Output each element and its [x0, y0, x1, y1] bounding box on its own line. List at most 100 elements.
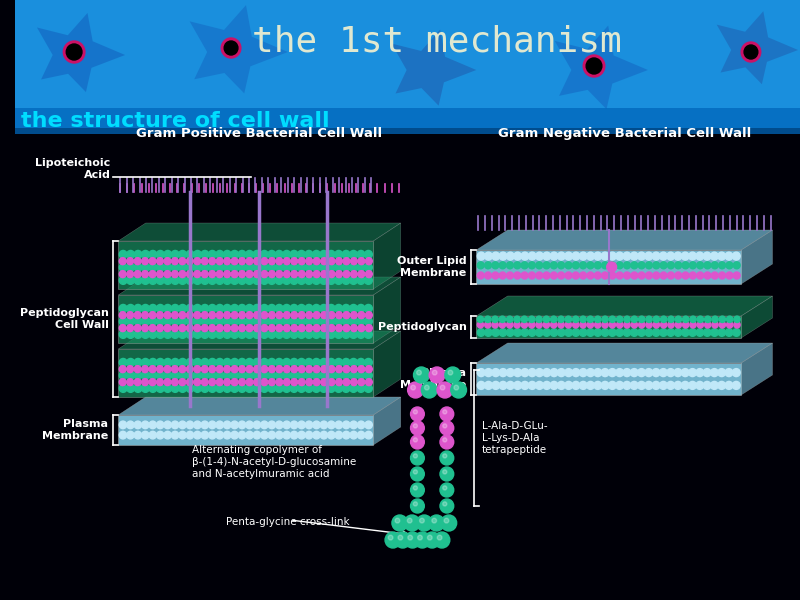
Circle shape: [437, 382, 453, 398]
Circle shape: [186, 325, 194, 332]
Circle shape: [238, 311, 246, 319]
Circle shape: [616, 262, 623, 269]
Circle shape: [440, 499, 454, 513]
Circle shape: [711, 272, 718, 279]
Circle shape: [320, 304, 328, 313]
Circle shape: [327, 331, 335, 338]
Circle shape: [719, 316, 726, 323]
Circle shape: [119, 271, 126, 278]
Circle shape: [445, 367, 461, 383]
Circle shape: [134, 271, 141, 278]
Circle shape: [276, 325, 282, 332]
Circle shape: [149, 250, 157, 259]
Circle shape: [616, 272, 623, 279]
Circle shape: [254, 431, 261, 439]
Circle shape: [313, 421, 320, 429]
Circle shape: [321, 325, 327, 332]
Circle shape: [535, 368, 543, 377]
Circle shape: [269, 311, 275, 319]
Circle shape: [254, 421, 261, 429]
Circle shape: [703, 329, 711, 336]
Circle shape: [718, 272, 726, 279]
Circle shape: [269, 271, 275, 278]
Text: the structure of cell wall: the structure of cell wall: [21, 111, 330, 131]
Circle shape: [521, 262, 528, 269]
Circle shape: [223, 304, 231, 313]
Circle shape: [320, 277, 328, 284]
Circle shape: [580, 322, 586, 328]
Circle shape: [624, 322, 630, 328]
Circle shape: [282, 277, 290, 284]
Circle shape: [216, 365, 223, 373]
Circle shape: [558, 316, 564, 323]
Circle shape: [485, 368, 493, 377]
Text: Peptidoglycan: Peptidoglycan: [378, 322, 466, 332]
Circle shape: [275, 317, 283, 325]
Circle shape: [623, 368, 631, 377]
Circle shape: [334, 371, 342, 379]
Circle shape: [602, 322, 608, 328]
Circle shape: [630, 382, 638, 389]
Circle shape: [514, 329, 522, 336]
Circle shape: [478, 382, 485, 389]
Circle shape: [535, 252, 543, 260]
Circle shape: [609, 382, 616, 389]
Circle shape: [171, 325, 178, 332]
Circle shape: [216, 385, 224, 392]
Circle shape: [410, 435, 424, 449]
Circle shape: [454, 385, 458, 390]
Circle shape: [194, 250, 202, 259]
Circle shape: [395, 518, 400, 523]
Circle shape: [134, 304, 142, 313]
Circle shape: [646, 262, 652, 269]
Circle shape: [667, 262, 674, 269]
Circle shape: [149, 379, 156, 386]
Circle shape: [638, 322, 645, 328]
Circle shape: [414, 424, 418, 428]
Circle shape: [442, 410, 447, 414]
Circle shape: [209, 271, 216, 278]
Circle shape: [305, 371, 313, 379]
Circle shape: [216, 263, 224, 271]
Circle shape: [194, 371, 202, 379]
Circle shape: [238, 277, 246, 284]
Circle shape: [126, 385, 134, 392]
Circle shape: [179, 257, 186, 265]
Circle shape: [350, 379, 358, 386]
Circle shape: [216, 277, 224, 284]
Bar: [476, 316, 741, 338]
Circle shape: [224, 379, 230, 386]
Circle shape: [156, 250, 164, 259]
Circle shape: [448, 370, 453, 375]
Circle shape: [246, 325, 253, 332]
Circle shape: [253, 331, 261, 338]
Circle shape: [350, 271, 358, 278]
Circle shape: [201, 371, 209, 379]
Circle shape: [186, 379, 194, 386]
Circle shape: [336, 271, 342, 278]
Circle shape: [314, 365, 320, 373]
Circle shape: [342, 304, 350, 313]
Circle shape: [499, 382, 507, 389]
Circle shape: [223, 385, 231, 392]
Circle shape: [246, 371, 254, 379]
Circle shape: [134, 365, 141, 373]
Circle shape: [388, 535, 393, 540]
Circle shape: [224, 325, 230, 332]
Circle shape: [601, 252, 609, 260]
Circle shape: [385, 532, 401, 548]
Circle shape: [186, 358, 194, 367]
Circle shape: [290, 431, 298, 439]
Circle shape: [667, 329, 674, 336]
Circle shape: [253, 371, 261, 379]
Circle shape: [194, 311, 201, 319]
Circle shape: [298, 421, 306, 429]
Circle shape: [710, 252, 718, 260]
Circle shape: [314, 257, 320, 265]
Circle shape: [442, 424, 447, 428]
Circle shape: [696, 382, 704, 389]
Circle shape: [282, 250, 290, 259]
Circle shape: [712, 322, 718, 328]
Circle shape: [425, 385, 430, 390]
Polygon shape: [741, 343, 773, 395]
